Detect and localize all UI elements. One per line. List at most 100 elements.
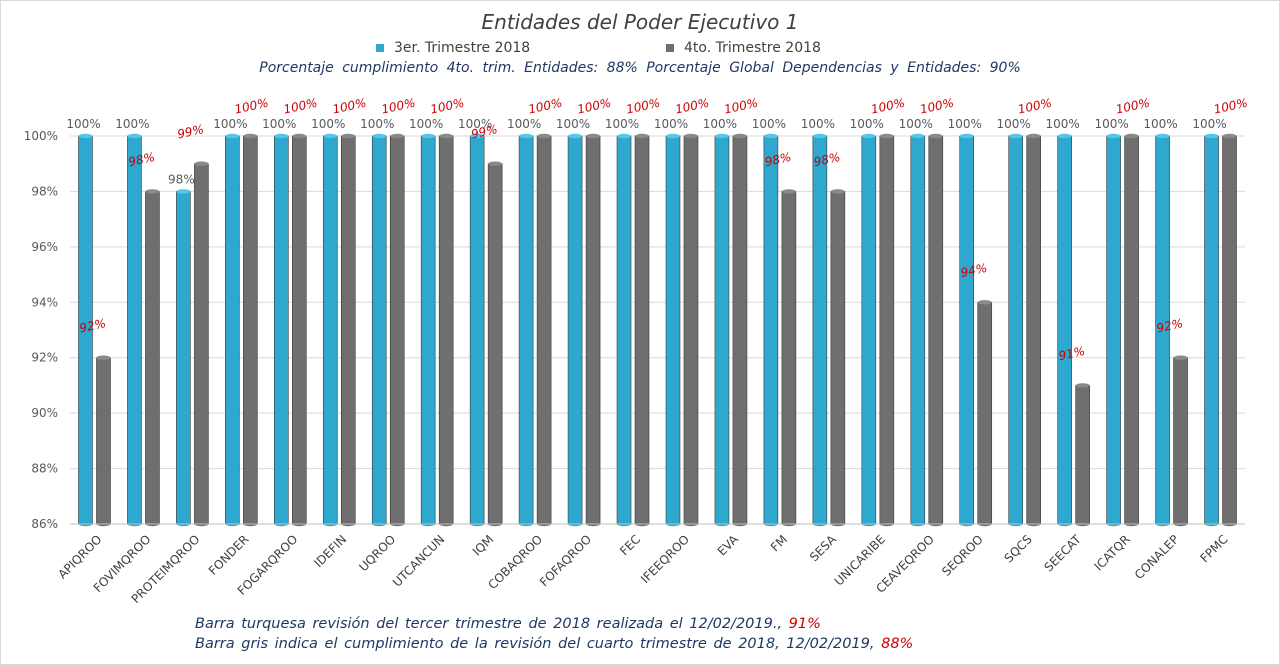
x-category-label: SESA <box>807 532 840 565</box>
data-label-series1: 100% <box>66 117 100 131</box>
bar-series1-cap <box>959 133 974 139</box>
data-label-series1: 100% <box>360 117 394 131</box>
bar-series1-cap <box>274 133 289 139</box>
bar-series2-cap <box>1075 383 1090 388</box>
bar-series2 <box>977 301 993 525</box>
data-label-series1: 100% <box>1143 117 1177 131</box>
bar-series2 <box>194 163 209 525</box>
bar-series1-cap <box>176 189 191 194</box>
bar-series1 <box>763 135 779 525</box>
bar-series1-cap <box>323 133 338 139</box>
legend-swatch-series1 <box>376 44 384 52</box>
y-tick-label: 94% <box>31 295 58 309</box>
bar-series1-cap <box>910 133 925 139</box>
x-category-label: SEECAT <box>1041 532 1084 575</box>
note-line-2-text: Barra gris indica el cumplimiento de la … <box>195 636 875 652</box>
bar-series2 <box>96 357 111 525</box>
bar-series1-cap <box>225 133 240 139</box>
bar-series2-cap <box>488 161 503 166</box>
bar-series2 <box>830 191 846 525</box>
bar-series1 <box>910 135 926 525</box>
bar-series1 <box>959 135 975 525</box>
data-label-series1: 100% <box>1045 117 1079 131</box>
bar-series2-cap <box>1173 355 1188 360</box>
bar-series1-cap <box>568 133 583 139</box>
x-category-label: UTCANCUN <box>390 532 447 589</box>
bar-series2 <box>683 135 699 525</box>
legend-label-series1: 3er. Trimestre 2018 <box>394 40 531 56</box>
note-line-2: Barra gris indica el cumplimiento de la … <box>195 636 913 652</box>
x-category-label: FPMC <box>1197 532 1230 565</box>
x-category-label: FOFAQROO <box>537 532 594 589</box>
bar-series1-cap <box>421 133 436 139</box>
data-label-series1: 100% <box>262 117 296 131</box>
data-label-series2: 100% <box>527 96 563 117</box>
bar-series1-cap <box>1155 133 1170 139</box>
bar-series2 <box>536 135 552 525</box>
bar-series2-cap <box>781 189 796 194</box>
data-label-series1: 100% <box>654 117 688 131</box>
data-label-series2: 98% <box>764 150 793 169</box>
bar-series2 <box>732 135 748 525</box>
x-category-label: IFEEQROO <box>638 532 692 586</box>
bar-series1 <box>1008 135 1023 525</box>
data-label-series2: 100% <box>870 96 906 117</box>
bar-series2-cap <box>194 161 209 166</box>
data-label-series2: 100% <box>625 96 661 117</box>
bar-series2-cap <box>341 133 356 139</box>
data-label-series2: 100% <box>233 96 269 117</box>
bar-series1-cap <box>763 133 778 139</box>
bar-series2-cap <box>928 133 943 139</box>
bar-series1 <box>371 135 387 525</box>
bar-series2 <box>781 191 797 525</box>
bar-series2-cap <box>537 133 552 139</box>
bar-series1 <box>225 135 240 525</box>
note-line-1: Barra turquesa revisión del tercer trime… <box>195 616 821 632</box>
bar-series1-cap <box>617 133 632 139</box>
bar-series2 <box>1124 135 1139 525</box>
bar-series2-cap <box>292 133 307 139</box>
data-label-series2: 100% <box>674 96 710 117</box>
data-label-series1: 100% <box>605 117 639 131</box>
bar-series2 <box>585 135 601 525</box>
x-category-label: FEC <box>617 532 643 558</box>
bar-series1 <box>176 191 191 525</box>
x-category-label: ICATQR <box>1091 532 1132 573</box>
data-label-series1: 100% <box>409 117 443 131</box>
x-category-label: UQROO <box>356 532 398 574</box>
x-category-label: SEQROO <box>939 532 986 579</box>
bar-series2 <box>389 135 405 525</box>
bar-series1 <box>812 135 828 525</box>
y-tick-label: 100% <box>24 129 58 143</box>
bar-series2-cap <box>977 300 992 305</box>
data-label-series2: 98% <box>813 150 842 169</box>
data-label-series2: 100% <box>1017 96 1053 117</box>
y-tick-label: 86% <box>31 517 58 531</box>
bar-series2-cap <box>830 189 845 194</box>
x-category-label: FM <box>768 532 790 554</box>
bar-series2-cap <box>635 133 650 139</box>
bar-series2-cap <box>439 133 454 139</box>
bar-series2-cap <box>683 133 698 139</box>
bar-series2-cap <box>243 133 258 139</box>
bar-series1 <box>714 135 730 525</box>
bar-series2-cap <box>732 133 747 139</box>
y-tick-label: 88% <box>31 462 58 476</box>
bar-series2-cap <box>390 133 405 139</box>
bar-series2-cap <box>1124 133 1139 139</box>
data-label-series1: 100% <box>801 117 835 131</box>
bar-series2 <box>1222 135 1237 525</box>
bar-series1-cap <box>519 133 534 139</box>
bar-series1 <box>1057 135 1072 525</box>
bar-series1 <box>518 135 534 525</box>
bar-series2 <box>145 191 160 525</box>
data-label-series2: 99% <box>470 122 499 141</box>
x-category-label: FONDER <box>206 532 252 578</box>
data-label-series2: 99% <box>176 122 205 141</box>
data-label-series2: 92% <box>1155 316 1184 335</box>
bar-series2 <box>438 135 454 525</box>
legend-swatch-series2 <box>666 44 674 52</box>
bar-series1-cap <box>1106 133 1121 139</box>
data-label-series1: 100% <box>703 117 737 131</box>
